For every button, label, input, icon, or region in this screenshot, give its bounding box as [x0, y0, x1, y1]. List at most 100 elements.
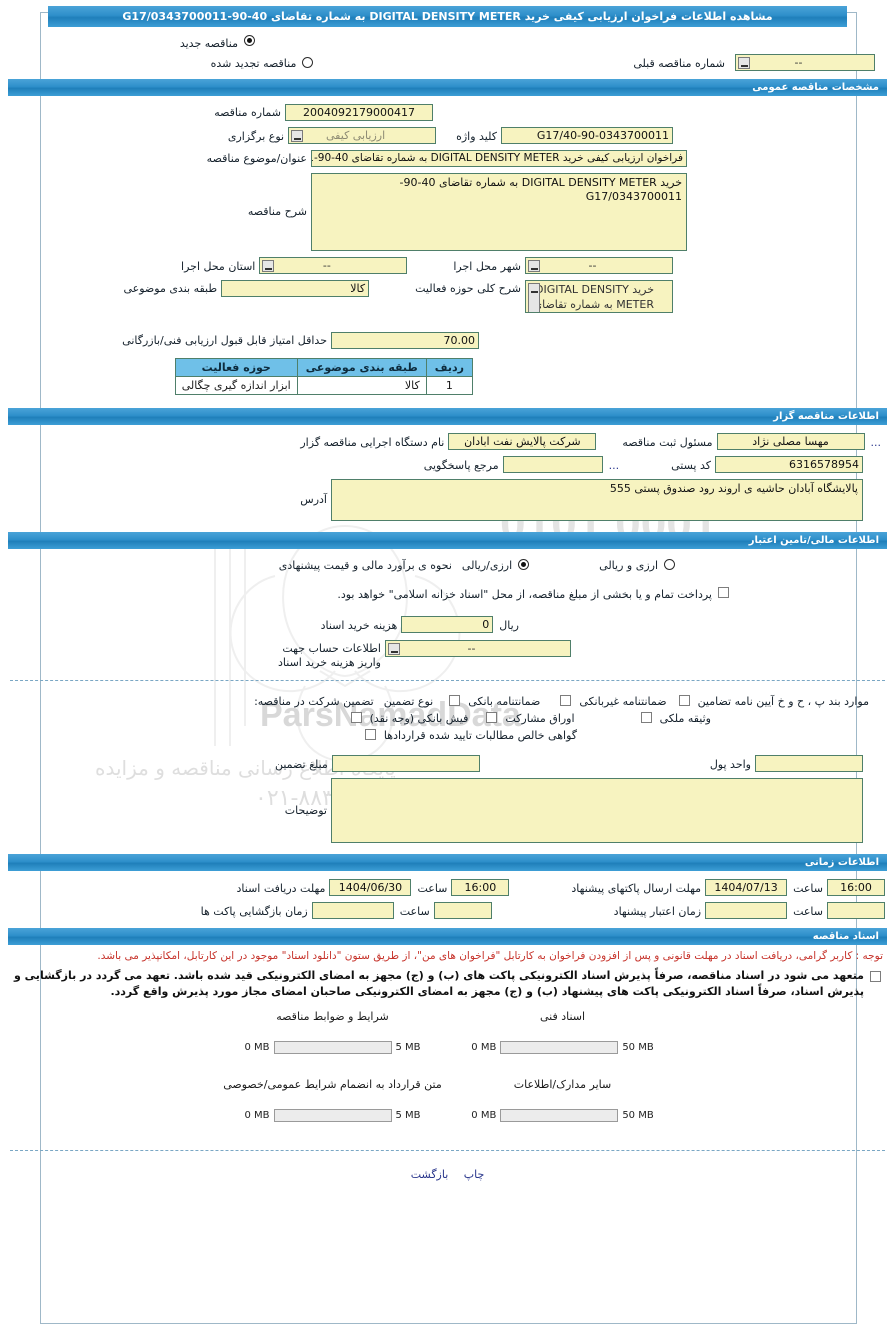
- postal-code-field[interactable]: 6316578954: [715, 456, 863, 473]
- doc-receive-hour-field[interactable]: 16:00: [451, 879, 510, 896]
- classification-field[interactable]: کالا: [221, 280, 370, 297]
- section-timing-header: اطلاعات زمانی: [8, 854, 887, 871]
- upload-terms-conditions-meter: [273, 1041, 392, 1054]
- radio-new-tender-label: مناقصه جدید: [179, 37, 238, 50]
- section-general-header: مشخصات مناقصه عمومی: [8, 79, 887, 96]
- upload-other-docs-max: 50 MB: [622, 1110, 654, 1121]
- proposal-send-hour-field[interactable]: 16:00: [827, 879, 885, 896]
- chevron-down-icon: [528, 260, 540, 272]
- executive-agency-label: نام دستگاه اجرایی مناقصه گزار: [300, 436, 445, 449]
- guarantee-option-2-checkbox[interactable]: [560, 695, 572, 706]
- proposal-send-hour-label: ساعت: [793, 882, 823, 895]
- table-row: 1 کالا ابزار اندازه گیری چگالی: [174, 376, 474, 395]
- previous-tender-number-label: شماره مناقصه قبلی: [633, 57, 725, 70]
- envelope-open-hour-field[interactable]: [433, 902, 492, 919]
- guarantee-notes-label: توضیحات: [284, 804, 327, 817]
- print-link[interactable]: چاپ: [463, 1168, 485, 1181]
- upload-technical-docs-max: 50 MB: [622, 1042, 654, 1053]
- upload-other-docs: سایر مدارک/اطلاعات 0 MB 50 MB: [448, 1078, 678, 1122]
- address-textarea[interactable]: پالایشگاه آبادان حاشیه ی اروند رود صندوق…: [331, 479, 863, 521]
- reference-more-button[interactable]: ...: [608, 459, 620, 472]
- back-link[interactable]: بازگشت: [410, 1168, 449, 1181]
- previous-tender-number-select[interactable]: --: [735, 54, 875, 71]
- guarantee-notes-textarea[interactable]: [331, 778, 863, 843]
- money-unit-field[interactable]: [755, 755, 863, 772]
- documents-warning-note: توجه : کاربر گرامی، دریافت اسناد در مهلت…: [97, 950, 883, 962]
- execution-province-value: --: [322, 259, 331, 272]
- tender-description-textarea[interactable]: خرید DIGITAL DENSITY METER به شماره تقاض…: [311, 173, 687, 251]
- radio-rial[interactable]: [518, 559, 530, 570]
- tender-number-label: شماره مناقصه: [214, 106, 281, 119]
- tender-number-field[interactable]: 2004092179000417: [285, 104, 433, 121]
- executive-agency-field[interactable]: شرکت پالایش نفت ابادان: [448, 433, 597, 450]
- min-score-label: حداقل امتیاز قابل قبول ارزیابی فنی/بازرگ…: [122, 334, 327, 347]
- execution-city-select[interactable]: --: [525, 257, 673, 274]
- scroll-arrows-icon[interactable]: [528, 283, 540, 312]
- registrar-more-button[interactable]: ...: [870, 436, 882, 449]
- envelope-open-label: زمان بازگشایی پاکت ها: [200, 905, 308, 918]
- holding-type-select[interactable]: ارزیابی کیفی: [288, 127, 437, 144]
- guarantee-option-4-label: فیش بانکی (وجه نقد): [369, 712, 469, 725]
- chevron-down-icon: [738, 57, 750, 69]
- radio-renewed-tender[interactable]: [302, 57, 314, 68]
- deposit-account-select[interactable]: --: [385, 640, 571, 657]
- electronic-signature-commitment-checkbox[interactable]: [870, 971, 881, 982]
- keyword-label: کلید واژه: [456, 130, 497, 143]
- min-score-field[interactable]: 70.00: [331, 332, 479, 349]
- guarantee-option-4-checkbox[interactable]: [350, 712, 362, 723]
- doc-receive-date-field[interactable]: 1404/06/30: [329, 879, 412, 896]
- treasury-bond-checkbox[interactable]: [718, 587, 729, 598]
- proposal-validity-hour-field[interactable]: [827, 902, 885, 919]
- guarantee-amount-label: مبلغ تضمین: [274, 758, 328, 771]
- proposal-validity-date-field[interactable]: [705, 902, 788, 919]
- upload-contract-text: متن قرارداد به انضمام شرایط عمومی/خصوصی …: [218, 1078, 448, 1122]
- activity-scope-value: خرید DIGITAL DENSITY METER به شماره تقاض…: [533, 283, 655, 311]
- previous-tender-number-value: --: [794, 56, 803, 69]
- radio-new-tender[interactable]: [244, 35, 255, 46]
- guarantee-option-6-checkbox[interactable]: [640, 712, 652, 723]
- guarantee-option-1-label: ضمانتنامه بانکی: [468, 695, 541, 708]
- registrar-field[interactable]: مهسا مصلی نژاد: [716, 433, 865, 450]
- envelope-open-date-field[interactable]: [311, 902, 394, 919]
- divider-footer: [10, 1150, 885, 1151]
- cell-classification: کالا: [296, 376, 427, 395]
- cell-activity: ابزار اندازه گیری چگالی: [174, 376, 298, 395]
- holding-type-label: نوع برگزاری: [227, 130, 285, 143]
- guarantee-option-1-checkbox[interactable]: [449, 695, 461, 706]
- keyword-field[interactable]: G17/40-90-0343700011: [501, 127, 673, 144]
- upload-other-docs-meter: [500, 1109, 619, 1122]
- radio-renewed-tender-label: مناقصه تجدید شده: [210, 57, 297, 70]
- chevron-down-icon: [388, 643, 400, 655]
- proposal-send-date-field[interactable]: 1404/07/13: [705, 879, 788, 896]
- cell-index: 1: [425, 376, 474, 395]
- guarantee-option-3-checkbox[interactable]: [678, 695, 690, 706]
- registrar-label: مسئول ثبت مناقصه: [622, 436, 713, 449]
- execution-province-select[interactable]: --: [259, 257, 408, 274]
- guarantee-option-7-label: گواهی خالص مطالبات تایید شده قراردادها: [383, 729, 577, 742]
- tender-subject-label: عنوان/موضوع مناقصه: [206, 152, 307, 165]
- guarantee-option-3-label: موارد بند پ ، ح و خ آیین نامه تضامین: [697, 695, 869, 708]
- guarantee-amount-field[interactable]: [331, 755, 480, 772]
- estimate-method-label: نحوه ی برآورد مالی و قیمت پیشنهادی: [278, 559, 452, 572]
- activity-scope-listbox[interactable]: خرید DIGITAL DENSITY METER به شماره تقاض…: [525, 280, 673, 313]
- activity-scope-label: شرح کلی حوزه فعالیت: [415, 282, 521, 295]
- radio-foreign-and-rial[interactable]: [664, 559, 675, 570]
- section-documents-header: اسناد مناقصه: [8, 928, 887, 945]
- reference-field[interactable]: [502, 456, 603, 473]
- chevron-down-icon: [291, 130, 304, 142]
- guarantee-option-5-checkbox[interactable]: [486, 712, 498, 723]
- tender-subject-field[interactable]: فراخوان ارزیابی کیفی خرید DIGITAL DENSIT…: [311, 150, 687, 167]
- category-table: ردیف طبقه بندی موضوعی حوزه فعالیت 1 کالا…: [174, 358, 474, 395]
- deposit-account-label: اطلاعات حساب جهت واریز هزینه خرید اسناد: [278, 642, 381, 669]
- upload-row-2: سایر مدارک/اطلاعات 0 MB 50 MB متن قراردا…: [0, 1054, 895, 1122]
- col-index: ردیف: [425, 358, 474, 377]
- chevron-down-icon: [262, 260, 275, 272]
- guarantee-option-7-checkbox[interactable]: [364, 729, 376, 740]
- upload-terms-conditions: شرایط و ضوابط مناقصه 0 MB 5 MB: [218, 1010, 448, 1054]
- upload-other-docs-title: سایر مدارک/اطلاعات: [513, 1078, 612, 1091]
- document-cost-field[interactable]: 0: [401, 616, 494, 633]
- classification-label: طبقه بندی موضوعی: [123, 282, 218, 295]
- upload-contract-text-title: متن قرارداد به انضمام شرایط عمومی/خصوصی: [223, 1078, 442, 1091]
- upload-technical-docs: اسناد فنی 0 MB 50 MB: [448, 1010, 678, 1054]
- upload-contract-text-meter: [273, 1109, 392, 1122]
